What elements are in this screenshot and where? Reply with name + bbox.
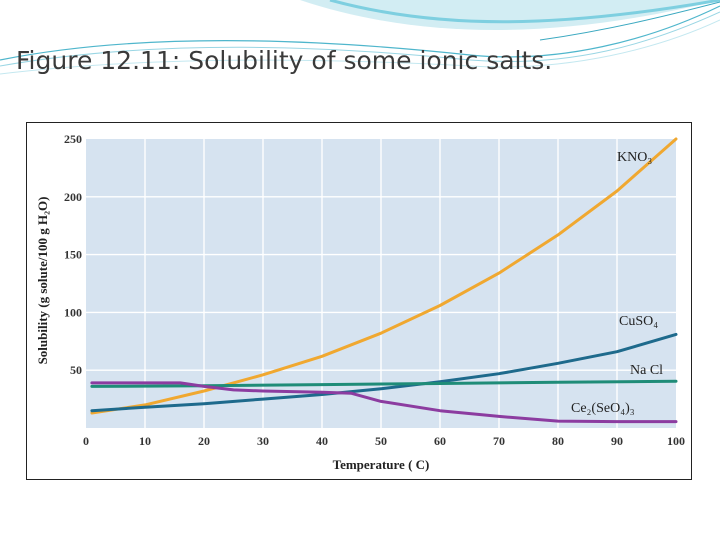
y-tick-labels: 50 100 150 200 250	[64, 132, 82, 377]
y-tick-label: 200	[64, 190, 82, 204]
x-tick-label: 40	[316, 434, 328, 448]
grid-lines	[86, 139, 676, 428]
series-line-kno3	[90, 137, 678, 415]
x-tick-label: 60	[434, 434, 446, 448]
x-tick-label: 80	[552, 434, 564, 448]
series-line-nacl	[90, 379, 678, 388]
y-tick-label: 150	[64, 248, 82, 262]
y-tick-label: 100	[64, 305, 82, 319]
x-tick-label: 10	[139, 434, 151, 448]
chart-frame: 0 10 20 30 40 50 60 70 80 90 100 50 100 150 200 250 KN…	[26, 122, 692, 480]
solubility-chart: 0 10 20 30 40 50 60 70 80 90 100 50 100 150 200 250 KN…	[35, 132, 685, 472]
series-labels: KNO₃ CuSO₄ Na Cl Ce₂(SeO₄)₃	[571, 150, 663, 416]
header-swoosh-decoration	[0, 0, 720, 75]
x-tick-labels: 0 10 20 30 40 50 60 70 80 90 100	[83, 434, 685, 448]
x-tick-label: 0	[83, 434, 89, 448]
x-tick-label: 100	[667, 434, 685, 448]
series-lines	[90, 137, 678, 424]
series-label-nacl: Na Cl	[630, 363, 663, 378]
y-axis-title: Solubility (g solute/100 g H₂O)	[35, 197, 50, 365]
series-label-cuso4: CuSO₄	[619, 314, 658, 329]
x-tick-label: 70	[493, 434, 505, 448]
x-tick-label: 20	[198, 434, 210, 448]
x-tick-label: 50	[375, 434, 387, 448]
series-label-kno3: KNO₃	[617, 150, 652, 165]
y-tick-label: 250	[64, 132, 82, 146]
series-line-cuso4	[90, 332, 678, 413]
x-axis-title: Temperature ( C)	[333, 457, 430, 472]
y-tick-label: 50	[70, 363, 82, 377]
x-tick-label: 90	[611, 434, 623, 448]
x-tick-label: 30	[257, 434, 269, 448]
series-label-ce2-seo4-3: Ce₂(SeO₄)₃	[571, 401, 635, 416]
series-line-ce2-seo4-3	[90, 381, 678, 424]
slide-title: Figure 12.11: Solubility of some ionic s…	[16, 46, 553, 75]
